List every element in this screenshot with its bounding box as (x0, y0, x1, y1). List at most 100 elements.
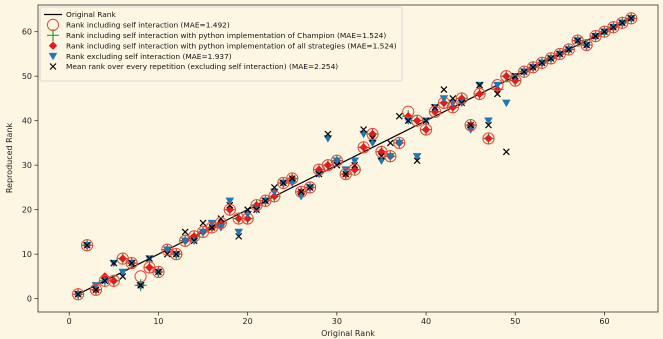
x-axis-label: Original Rank (321, 329, 375, 338)
cross-point (395, 112, 403, 120)
circle-point (72, 288, 85, 301)
cross-point (431, 103, 439, 111)
circle-point (268, 190, 281, 203)
cross-point (342, 170, 350, 178)
circle-point (384, 150, 397, 163)
cross-point (244, 206, 252, 214)
cross-point (279, 179, 287, 187)
cross-point (181, 228, 189, 236)
circle-point (473, 87, 486, 101)
cross-point (74, 290, 82, 298)
legend: Original Rank Rank including self interac… (39, 6, 403, 82)
circle-point (446, 101, 459, 114)
cross-point (493, 90, 501, 98)
triangle-point (270, 188, 279, 197)
circle-point (330, 154, 343, 167)
circle-point (580, 38, 593, 52)
legend-entry-label: Original Rank (66, 10, 116, 19)
cross-point (235, 232, 243, 240)
legend-entry-label: Rank including self interaction with pyt… (66, 31, 386, 40)
cross-point (538, 59, 546, 67)
x-tick-label: 20 (243, 317, 253, 326)
cross-point (511, 72, 519, 80)
circle-point (357, 141, 370, 154)
legend-entry-label: Rank including self interaction (MAE=1.4… (66, 21, 230, 30)
cross-point (101, 277, 109, 285)
triangle-point (484, 117, 493, 125)
cross-point (262, 197, 269, 205)
diamond-point (439, 98, 449, 108)
triangle-point (341, 166, 351, 174)
diamond-point (502, 71, 511, 81)
circle-point (303, 181, 317, 194)
x-tick-label: 10 (153, 317, 163, 326)
cross-point (404, 117, 412, 125)
cross-point (226, 201, 234, 209)
cross-point (92, 286, 100, 294)
triangle-point (368, 139, 377, 148)
triangle-point (163, 246, 172, 254)
legend-swatch-triangle (48, 52, 58, 61)
cross-point (502, 148, 510, 156)
cross-point (583, 41, 591, 49)
diamond-point (448, 103, 458, 112)
y-tick-label: 10 (22, 250, 32, 259)
diamond-point (421, 125, 431, 134)
cross-point (190, 237, 198, 245)
triangle-point (394, 139, 404, 148)
plot-area (72, 12, 638, 301)
y-tick-label: 30 (22, 161, 32, 170)
triangle-point (323, 135, 333, 143)
triangle-point (466, 126, 475, 134)
triangle-point (216, 224, 226, 232)
cross-point (369, 135, 376, 142)
cross-point (627, 14, 635, 22)
circle-point (214, 216, 227, 230)
cross-point (315, 170, 323, 178)
cross-point (297, 188, 305, 196)
triangle-point (118, 268, 128, 277)
circle-point (428, 105, 442, 118)
cross-point (547, 54, 555, 62)
cross-point (476, 81, 484, 89)
cross-point (618, 19, 626, 27)
circle-point (625, 12, 638, 25)
cross-point (386, 139, 394, 147)
circle-point (152, 265, 165, 279)
diamond-point (475, 89, 484, 99)
legend-box (39, 6, 403, 82)
cross-point (199, 219, 207, 227)
diamond-point (270, 192, 279, 201)
cross-point (351, 161, 359, 169)
triangle-point (296, 193, 306, 201)
diamond-point (359, 143, 368, 152)
circle-point (348, 163, 361, 176)
y-tick-label: 50 (22, 72, 32, 81)
triangle-point (386, 153, 395, 161)
cross-point (253, 206, 260, 214)
cross-point (208, 224, 216, 231)
triangle-point (502, 99, 511, 108)
y-tick-label: 40 (22, 117, 32, 126)
series-cross (74, 14, 635, 298)
triangle-point (332, 157, 342, 165)
cross-point (172, 250, 180, 258)
circle-point (411, 114, 424, 127)
cross-point (609, 23, 617, 31)
circle-point (455, 92, 468, 105)
cross-point (306, 183, 314, 191)
circle-point (170, 248, 183, 261)
triangle-point (412, 153, 422, 161)
cross-point (556, 50, 564, 58)
diamond-point (234, 214, 243, 223)
circle-point (562, 43, 575, 56)
cross-point (110, 259, 118, 267)
triangle-point (359, 130, 368, 139)
cross-point (601, 28, 608, 36)
triangle-point (439, 95, 449, 103)
circle-point (509, 74, 522, 87)
triangle-point (377, 157, 386, 165)
cross-point (137, 281, 145, 289)
triangle-point (448, 99, 458, 108)
